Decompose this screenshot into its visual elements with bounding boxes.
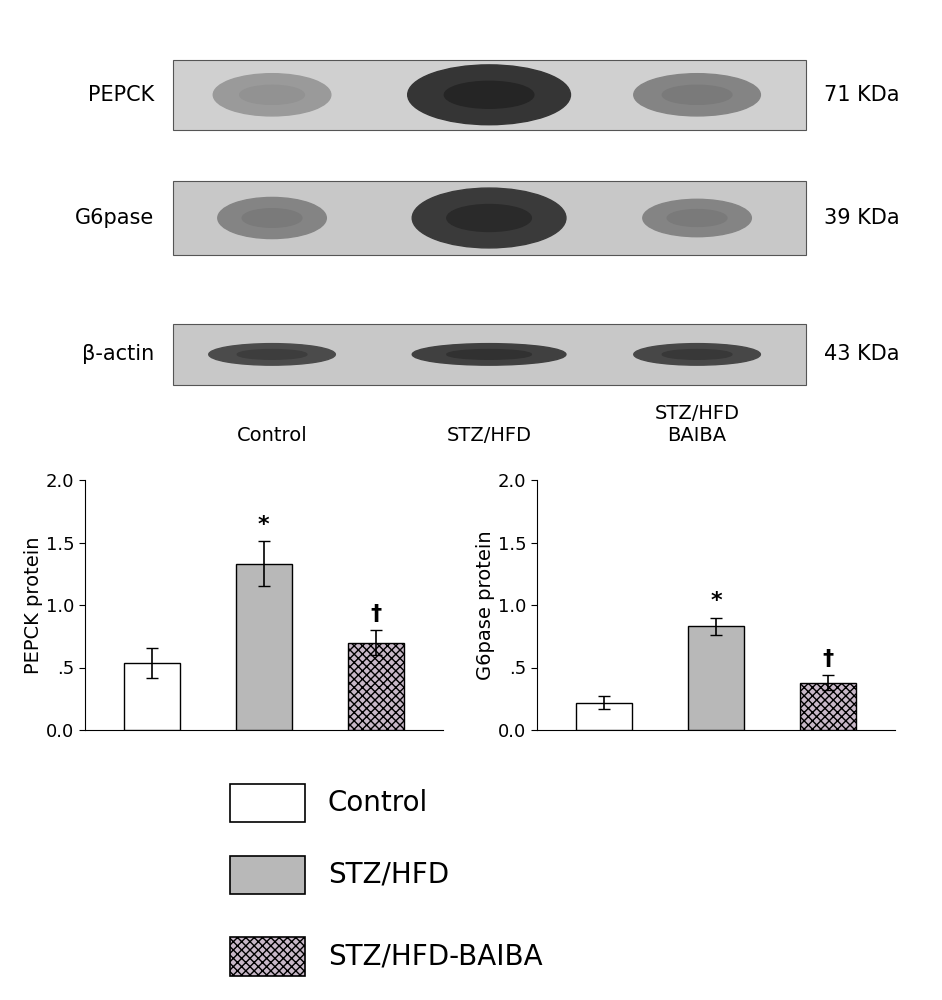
Bar [230, 784, 305, 822]
Text: PEPCK: PEPCK [89, 85, 154, 105]
Text: STZ/HFD
BAIBA: STZ/HFD BAIBA [655, 404, 739, 445]
Ellipse shape [237, 350, 307, 359]
Bar [800, 682, 855, 730]
Bar [577, 702, 632, 730]
Ellipse shape [213, 74, 331, 116]
Bar [230, 937, 305, 976]
Bar [124, 662, 180, 730]
Text: STZ/HFD: STZ/HFD [328, 861, 449, 889]
Text: G6pase: G6pase [75, 208, 154, 228]
Bar [172, 181, 805, 255]
Ellipse shape [242, 209, 301, 227]
Text: 43 KDa: 43 KDa [823, 344, 900, 364]
Bar [348, 643, 403, 730]
Text: STZ/HFD-BAIBA: STZ/HFD-BAIBA [328, 942, 543, 970]
Ellipse shape [447, 350, 531, 359]
Ellipse shape [634, 74, 760, 116]
Text: β-actin: β-actin [82, 344, 154, 364]
Ellipse shape [239, 85, 304, 104]
Text: Control: Control [328, 789, 428, 817]
Text: Control: Control [236, 426, 307, 445]
Ellipse shape [209, 344, 335, 365]
Bar [230, 856, 305, 894]
Ellipse shape [218, 197, 326, 239]
Y-axis label: PEPCK protein: PEPCK protein [24, 536, 43, 674]
Text: 39 KDa: 39 KDa [823, 208, 900, 228]
Ellipse shape [408, 65, 571, 125]
Text: †: † [822, 649, 834, 669]
Y-axis label: G6pase protein: G6pase protein [476, 530, 495, 680]
Text: STZ/HFD: STZ/HFD [447, 426, 531, 445]
Ellipse shape [413, 344, 566, 365]
Ellipse shape [662, 350, 732, 359]
Text: †: † [370, 604, 382, 624]
Ellipse shape [634, 344, 760, 365]
Ellipse shape [642, 199, 752, 237]
Bar [172, 324, 805, 385]
Ellipse shape [413, 188, 566, 248]
Text: 71 KDa: 71 KDa [823, 85, 900, 105]
Text: *: * [710, 591, 722, 611]
Ellipse shape [662, 85, 732, 104]
Ellipse shape [445, 81, 534, 108]
Ellipse shape [667, 210, 727, 226]
Bar [172, 60, 805, 130]
Text: *: * [258, 515, 269, 535]
Bar [236, 564, 292, 730]
Bar [688, 626, 744, 730]
Ellipse shape [447, 205, 531, 231]
